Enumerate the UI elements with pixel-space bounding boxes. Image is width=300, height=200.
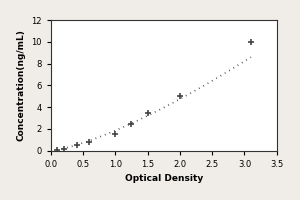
Y-axis label: Concentration(ng/mL): Concentration(ng/mL): [17, 30, 26, 141]
X-axis label: Optical Density: Optical Density: [124, 174, 203, 183]
